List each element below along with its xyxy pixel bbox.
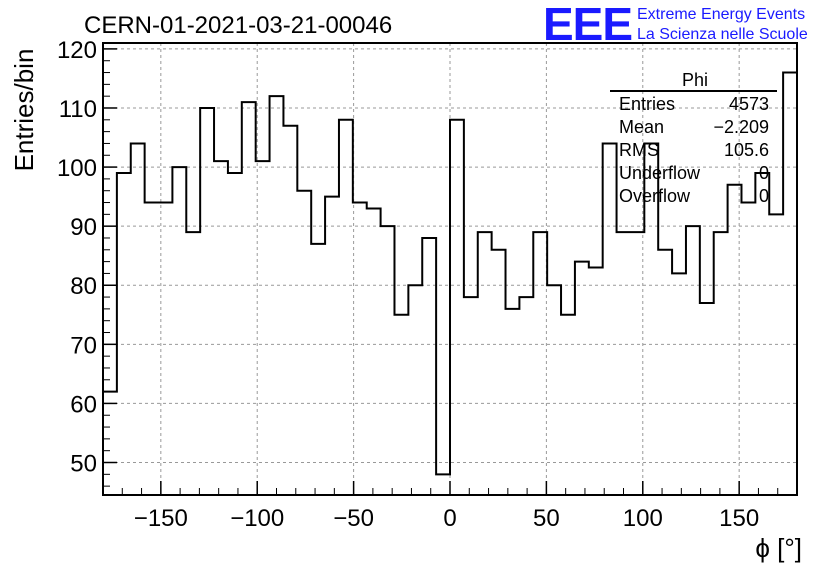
y-tick-label: 90: [70, 214, 97, 241]
x-tick-label: −100: [230, 505, 284, 532]
x-tick-label: −50: [333, 505, 374, 532]
x-tick-label: 50: [533, 505, 560, 532]
stats-row-label: Mean: [619, 117, 664, 137]
y-tick-label: 60: [70, 391, 97, 418]
stats-row-value: 105.6: [724, 140, 769, 160]
y-tick-label: 100: [57, 155, 97, 182]
x-tick-label: 100: [623, 505, 663, 532]
y-tick-label: 50: [70, 451, 97, 478]
x-tick-label: 150: [719, 505, 759, 532]
y-tick-label: 110: [59, 96, 97, 123]
eee-logo-line2: La Scienza nelle Scuole: [637, 26, 808, 43]
stats-row-label: Underflow: [619, 163, 701, 183]
x-tick-label: −150: [134, 505, 188, 532]
grid-lines: [103, 43, 797, 495]
x-tick-label: 0: [443, 505, 456, 532]
eee-logo-line1: Extreme Energy Events: [637, 6, 805, 23]
axes: −150 −100 −50 0 50 100 150 50 60 70 80 90 100 110 120: [57, 37, 779, 532]
stats-box-title: Phi: [682, 70, 708, 90]
eee-logo-mark: EEE: [543, 0, 632, 50]
stats-row-value: 0: [759, 186, 769, 206]
histogram-series: [103, 71, 797, 476]
y-tick-label: 80: [70, 273, 97, 300]
stats-row-value: 4573: [729, 94, 769, 114]
chart-title: CERN-01-2021-03-21-00046: [84, 12, 392, 39]
stats-row-label: Overflow: [619, 186, 691, 206]
x-axis-label: ϕ [°]: [755, 533, 802, 563]
stats-row-value: −2.209: [713, 117, 769, 137]
stats-box: Phi Entries 4573 Mean −2.209 RMS 105.6 Underfl…: [610, 70, 777, 206]
y-tick-label: 120: [57, 37, 97, 64]
y-axis-label: Entries/bin: [9, 49, 39, 172]
stats-row-label: RMS: [619, 140, 659, 160]
stats-row-label: Entries: [619, 94, 675, 114]
stats-rows: Entries 4573 Mean −2.209 RMS 105.6 Underflow 0 O…: [619, 94, 769, 206]
stats-row-value: 0: [759, 163, 769, 183]
y-tick-label: 70: [70, 332, 97, 359]
eee-logo: EEE Extreme Energy Events La Scienza nel…: [543, 0, 808, 50]
